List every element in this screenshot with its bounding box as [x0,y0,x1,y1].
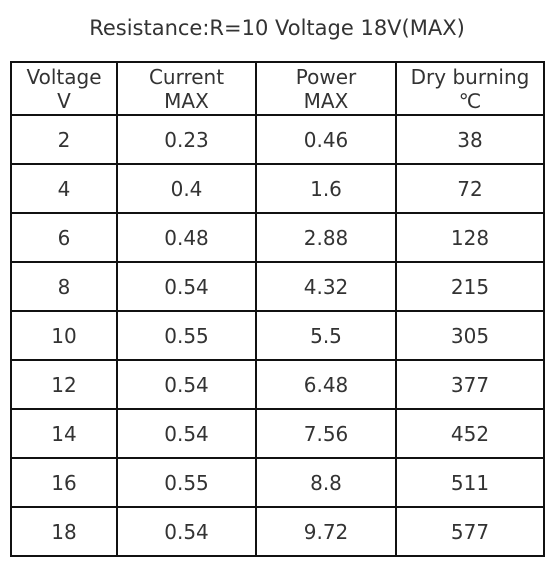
table-row: 4 0.4 1.6 72 [10,163,545,214]
cell-voltage: 2 [10,114,118,165]
cell-current: 0.54 [116,359,257,410]
cell-current: 0.54 [116,506,257,557]
cell-power: 7.56 [255,408,397,459]
cell-dry-burning: 577 [395,506,545,557]
cell-voltage: 14 [10,408,118,459]
cell-dry-burning: 38 [395,114,545,165]
table-row: 12 0.54 6.48 377 [10,359,545,410]
cell-dry-burning: 215 [395,261,545,312]
header-power-label: Power [295,64,357,89]
cell-voltage: 4 [10,163,118,214]
header-current-label: Current [148,64,225,89]
cell-current: 0.55 [116,310,257,361]
cell-current: 0.55 [116,457,257,508]
cell-dry-burning: 511 [395,457,545,508]
header-voltage: Voltage V [10,61,118,116]
cell-dry-burning: 305 [395,310,545,361]
table-row: 16 0.55 8.8 511 [10,457,545,508]
cell-voltage: 16 [10,457,118,508]
cell-dry-burning: 128 [395,212,545,263]
cell-current: 0.54 [116,261,257,312]
table-row: 8 0.54 4.32 215 [10,261,545,312]
header-dry-burning-label: Dry burning [410,64,530,89]
cell-dry-burning: 72 [395,163,545,214]
table-row: 2 0.23 0.46 38 [10,114,545,165]
page-title: Resistance:R=10 Voltage 18V(MAX) [89,16,465,40]
cell-power: 8.8 [255,457,397,508]
table-row: 6 0.48 2.88 128 [10,212,545,263]
cell-current: 0.23 [116,114,257,165]
cell-power: 0.46 [255,114,397,165]
cell-voltage: 6 [10,212,118,263]
header-current: Current MAX [116,61,257,116]
table-row: 10 0.55 5.5 305 [10,310,545,361]
cell-current: 0.48 [116,212,257,263]
cell-power: 4.32 [255,261,397,312]
cell-power: 6.48 [255,359,397,410]
table-row: 14 0.54 7.56 452 [10,408,545,459]
spec-table: Voltage V Current MAX Power MAX Dry burn… [10,61,545,557]
table-row: 18 0.54 9.72 577 [10,506,545,557]
cell-voltage: 18 [10,506,118,557]
header-power-unit: MAX [303,88,349,113]
header-voltage-label: Voltage [26,64,102,89]
header-dry-burning-unit: ℃ [458,88,482,113]
cell-power: 1.6 [255,163,397,214]
header-voltage-unit: V [57,88,71,113]
header-dry-burning: Dry burning ℃ [395,61,545,116]
cell-current: 0.54 [116,408,257,459]
header-current-unit: MAX [164,88,209,113]
header-power: Power MAX [255,61,397,116]
cell-power: 9.72 [255,506,397,557]
cell-power: 2.88 [255,212,397,263]
cell-power: 5.5 [255,310,397,361]
cell-current: 0.4 [116,163,257,214]
cell-dry-burning: 452 [395,408,545,459]
cell-dry-burning: 377 [395,359,545,410]
cell-voltage: 8 [10,261,118,312]
cell-voltage: 10 [10,310,118,361]
cell-voltage: 12 [10,359,118,410]
header-row: Voltage V Current MAX Power MAX Dry burn… [10,61,545,116]
